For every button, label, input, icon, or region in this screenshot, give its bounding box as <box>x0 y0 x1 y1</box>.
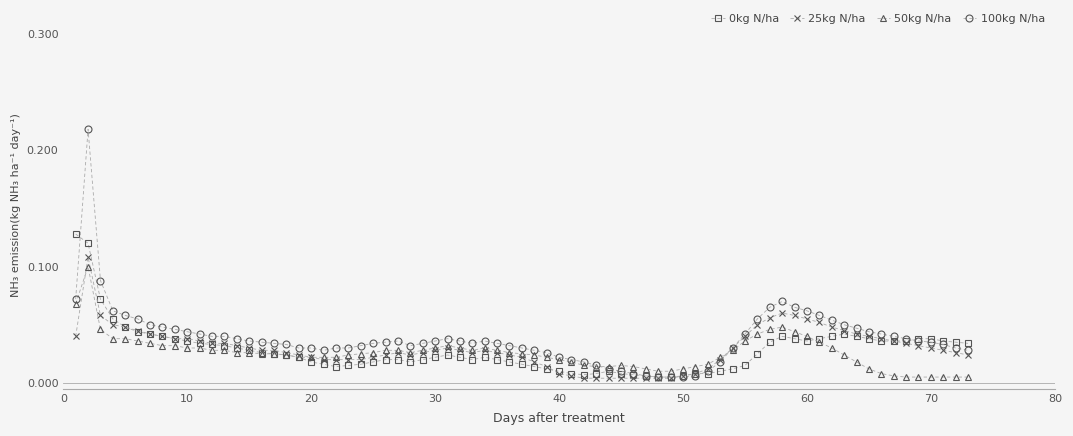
X-axis label: Days after treatment: Days after treatment <box>494 412 624 425</box>
50kg N/ha <box>280 352 293 358</box>
25kg N/ha <box>838 328 851 333</box>
25kg N/ha <box>863 334 876 339</box>
0kg N/ha <box>70 232 83 237</box>
100kg N/ha <box>70 296 83 302</box>
100kg N/ha <box>82 127 94 132</box>
100kg N/ha <box>899 336 912 341</box>
0kg N/ha <box>651 375 664 380</box>
0kg N/ha <box>267 351 280 356</box>
50kg N/ha <box>850 359 863 364</box>
0kg N/ha <box>887 338 900 344</box>
25kg N/ha <box>577 375 590 381</box>
0kg N/ha <box>961 341 974 346</box>
100kg N/ha <box>651 375 664 380</box>
50kg N/ha <box>887 373 900 378</box>
100kg N/ha <box>863 329 876 334</box>
25kg N/ha <box>961 352 974 358</box>
100kg N/ha <box>961 347 974 353</box>
100kg N/ha <box>379 340 392 345</box>
0kg N/ha <box>850 334 863 339</box>
25kg N/ha <box>528 359 541 364</box>
100kg N/ha <box>280 342 293 347</box>
0kg N/ha <box>367 359 380 364</box>
25kg N/ha <box>70 334 83 339</box>
50kg N/ha <box>528 352 541 358</box>
Line: 0kg N/ha: 0kg N/ha <box>72 231 971 381</box>
Y-axis label: NH₃ emission(kg NH₃ ha⁻¹ day⁻¹): NH₃ emission(kg NH₃ ha⁻¹ day⁻¹) <box>11 114 21 297</box>
50kg N/ha <box>379 347 392 353</box>
50kg N/ha <box>825 345 838 351</box>
25kg N/ha <box>82 255 94 260</box>
25kg N/ha <box>280 350 293 355</box>
100kg N/ha <box>838 322 851 327</box>
Line: 25kg N/ha: 25kg N/ha <box>72 254 971 382</box>
25kg N/ha <box>379 352 392 358</box>
50kg N/ha <box>961 375 974 380</box>
100kg N/ha <box>528 347 541 353</box>
Line: 50kg N/ha: 50kg N/ha <box>72 263 971 381</box>
50kg N/ha <box>70 301 83 307</box>
50kg N/ha <box>82 264 94 269</box>
50kg N/ha <box>899 375 912 380</box>
0kg N/ha <box>515 361 528 367</box>
Line: 100kg N/ha: 100kg N/ha <box>72 126 971 381</box>
25kg N/ha <box>899 341 912 346</box>
Legend: 0kg N/ha, 25kg N/ha, 50kg N/ha, 100kg N/ha: 0kg N/ha, 25kg N/ha, 50kg N/ha, 100kg N/… <box>707 10 1049 28</box>
0kg N/ha <box>825 334 838 339</box>
